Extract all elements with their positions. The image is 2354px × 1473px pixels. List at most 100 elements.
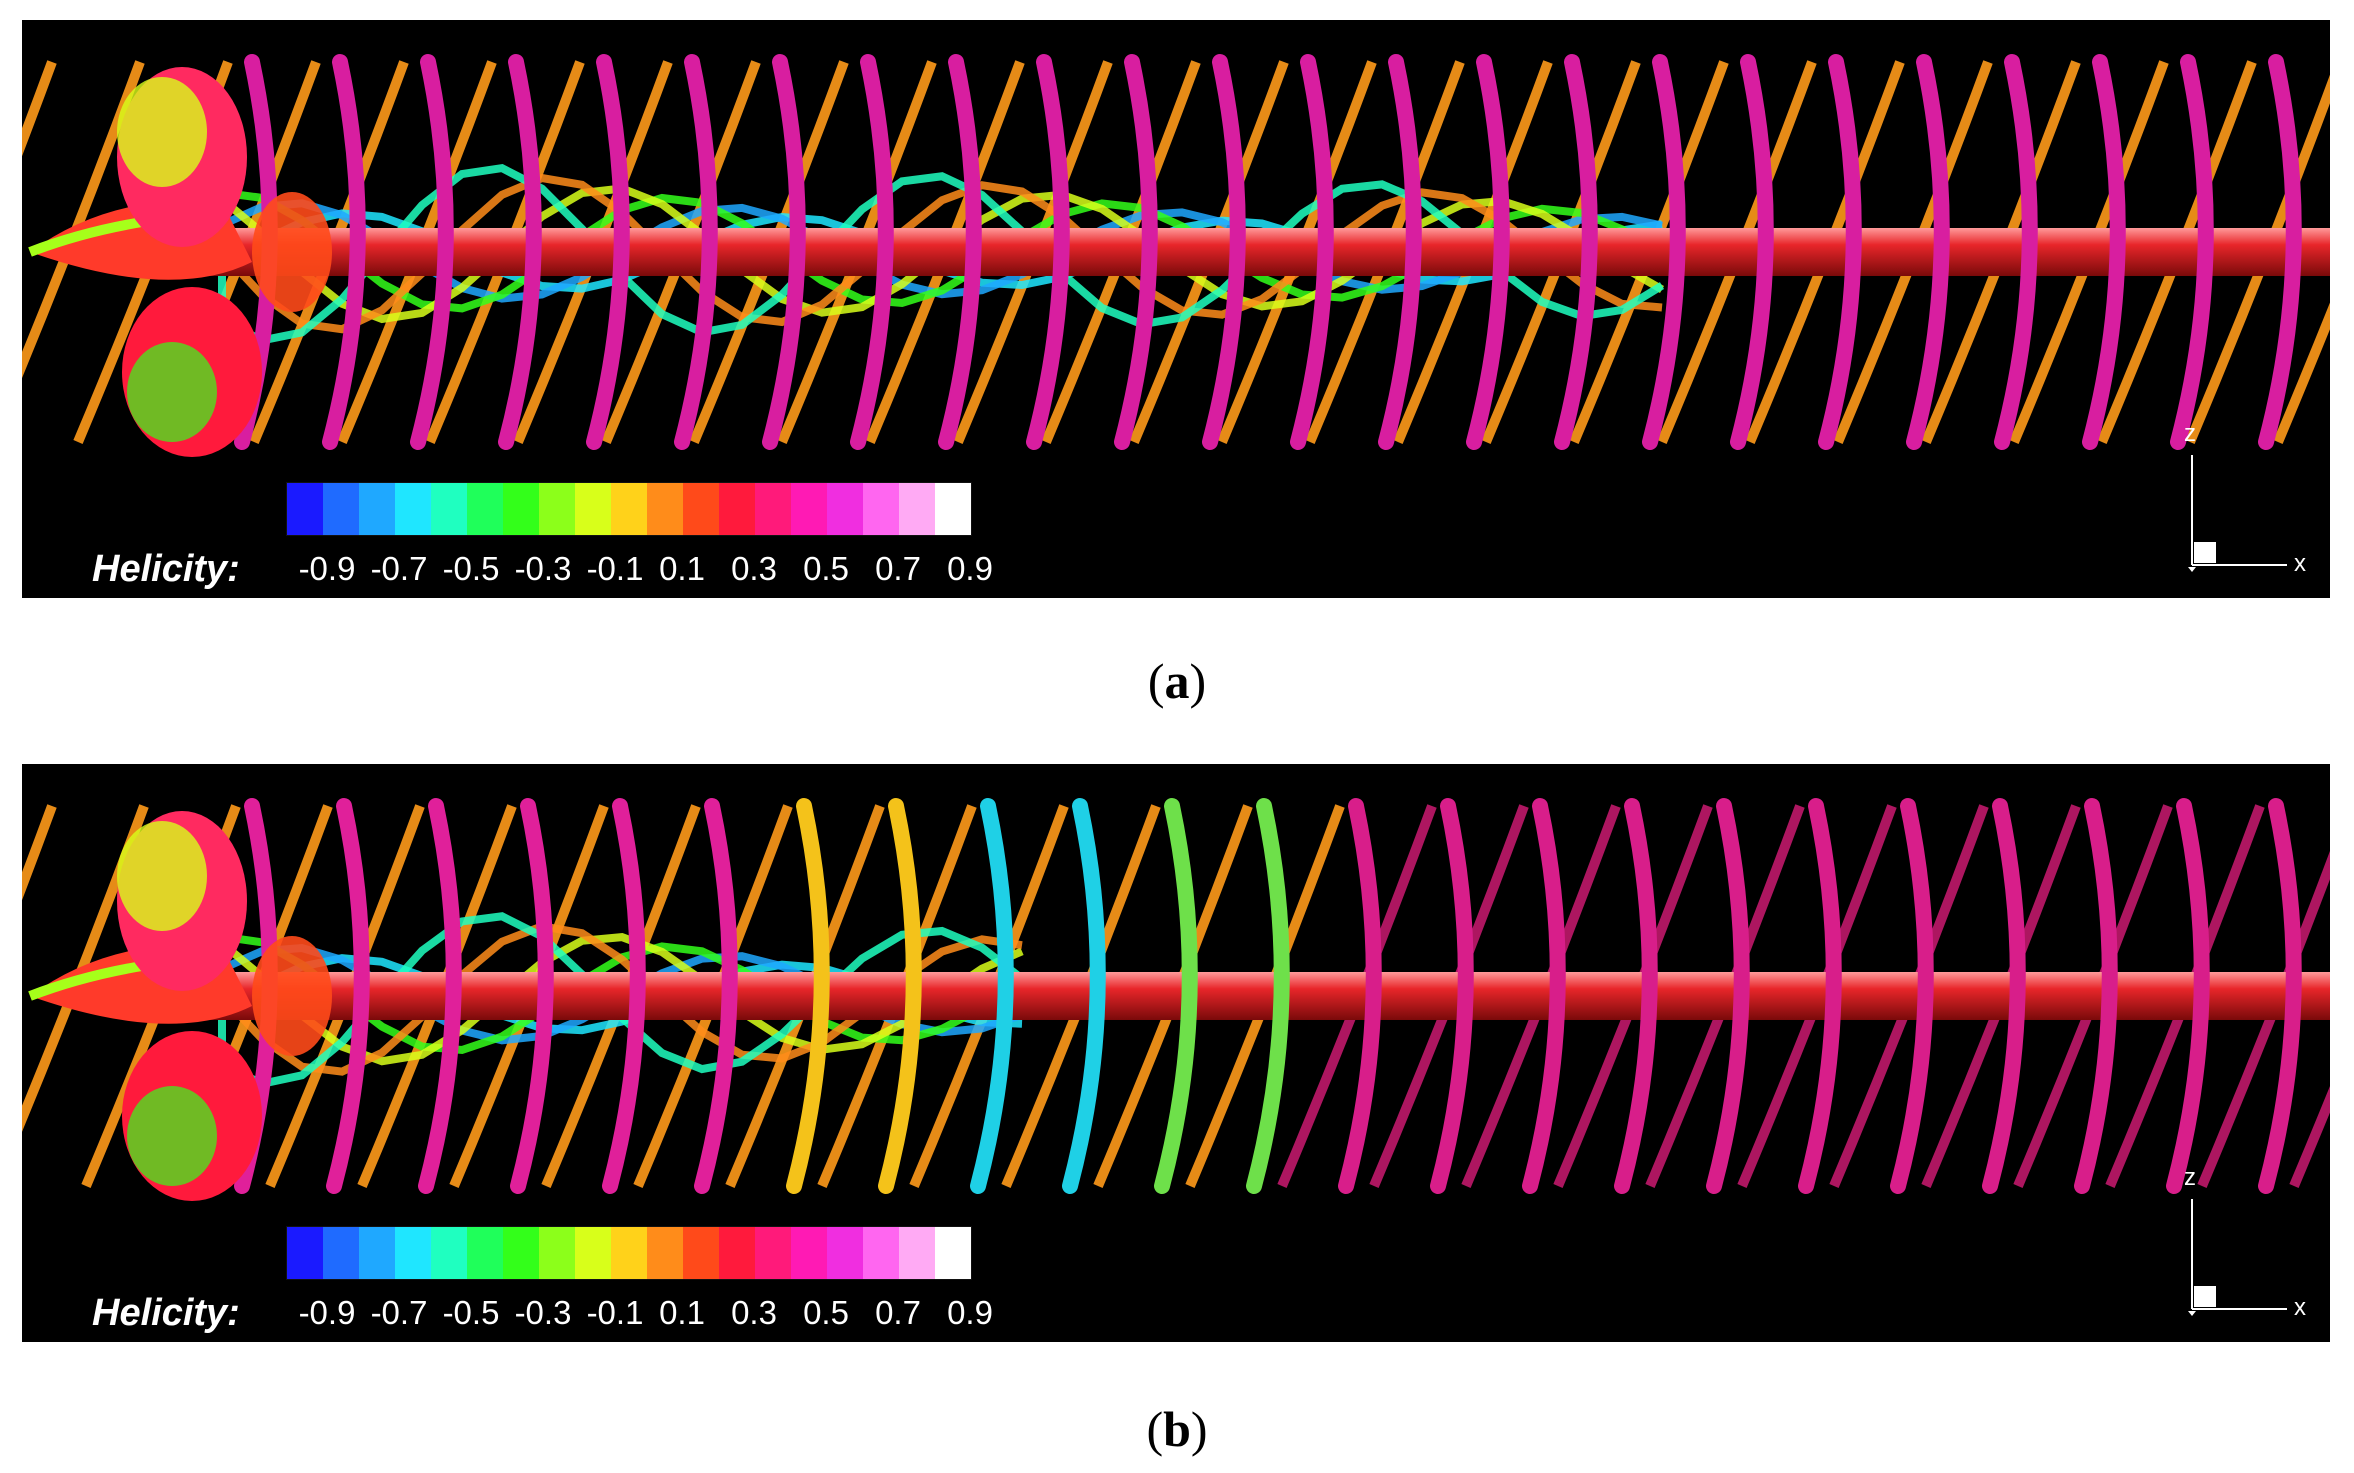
helix-front-segment (674, 54, 718, 450)
legend-tick: -0.1 (586, 550, 644, 587)
colorbar-swatch (647, 483, 683, 535)
colorbar-swatch (935, 1227, 971, 1279)
axes-triad-a: z x (2152, 420, 2322, 580)
helix-front-segment (1062, 798, 1106, 1194)
caption-paren: ( (1147, 653, 1165, 709)
helicity-legend-ticks-a: -0.9 -0.7 -0.5 -0.3 -0.1 0.1 0.3 0.5 0.7… (272, 550, 1012, 590)
legend-tick: 0.5 (803, 550, 849, 587)
colorbar-swatch (719, 1227, 755, 1279)
colorbar-swatch (863, 483, 899, 535)
helix-front-segment (1730, 54, 1774, 450)
helix-back-segment (22, 60, 57, 157)
helix-front-segment (1246, 798, 1290, 1194)
colorbar-swatch (575, 483, 611, 535)
propeller-blade-side (252, 936, 332, 1056)
helix-front-segment (2258, 798, 2302, 1194)
helix-front-segment (1554, 54, 1598, 450)
legend-tick: 0.1 (659, 1294, 705, 1331)
colorbar-swatch (359, 1227, 395, 1279)
axes-triad-b: z x (2152, 1164, 2322, 1324)
legend-tick: 0.7 (875, 550, 921, 587)
caption-paren: ) (1189, 653, 1207, 709)
hub-vortex-tube (202, 972, 2330, 1020)
helix-front-segment (970, 798, 1014, 1194)
helicity-legend-title-b: Helicity: (92, 1292, 240, 1334)
helix-front-segment (850, 54, 894, 450)
colorbar-swatch (323, 1227, 359, 1279)
axes-triad-icon (2188, 455, 2287, 572)
legend-tick: -0.7 (370, 550, 428, 587)
colorbar-swatch (935, 483, 971, 535)
helix-front-segment (1114, 54, 1158, 450)
colorbar-swatch (791, 1227, 827, 1279)
hub-vortex-tube (202, 228, 2330, 276)
colorbar-swatch (323, 483, 359, 535)
helix-front-segment (1154, 798, 1198, 1194)
legend-tick: -0.7 (370, 1294, 428, 1331)
hub-cone-highlight (28, 217, 143, 257)
colorbar-swatch (611, 1227, 647, 1279)
blade-highlight-upper (117, 821, 207, 931)
helix-front-segment (586, 54, 630, 450)
helix-front-segment (1202, 54, 1246, 450)
colorbar-swatch (899, 1227, 935, 1279)
helix-front-segment (1614, 798, 1658, 1194)
helix-front-segment (1522, 798, 1566, 1194)
blade-highlight-lower (127, 1086, 217, 1186)
legend-tick: 0.1 (659, 550, 705, 587)
blade-highlight-upper (117, 77, 207, 187)
caption-a: (a) (0, 652, 2354, 710)
colorbar-swatch (467, 483, 503, 535)
colorbar-swatch (287, 483, 323, 535)
legend-tick: -0.9 (298, 1294, 356, 1331)
helix-front-segment (1466, 54, 1510, 450)
colorbar-swatch (395, 483, 431, 535)
colorbar-swatch (647, 1227, 683, 1279)
colorbar-swatch (863, 1227, 899, 1279)
helix-front-segment (1378, 54, 1422, 450)
helix-front-segment (1994, 54, 2038, 450)
legend-tick: -0.3 (514, 550, 572, 587)
colorbar-swatch (359, 483, 395, 535)
axis-label-z: z (2184, 1164, 2196, 1191)
propeller-blade-side (252, 192, 332, 312)
colorbar-swatch (539, 483, 575, 535)
colorbar-swatch (827, 483, 863, 535)
legend-tick: -0.5 (442, 1294, 500, 1331)
helix-front-segment (1290, 54, 1334, 450)
caption-label: b (1163, 1401, 1191, 1457)
helix-front-segment (1026, 54, 1070, 450)
colorbar-swatch (431, 1227, 467, 1279)
helix-front-segment (2166, 798, 2210, 1194)
helix-front-segment (2170, 54, 2214, 450)
helix-front-segment (2082, 54, 2126, 450)
caption-paren: ( (1146, 1401, 1164, 1457)
helicity-colorbar-a (286, 482, 972, 536)
helix-front-segment (2258, 54, 2302, 450)
helix-front-segment (418, 798, 462, 1194)
colorbar-swatch (503, 1227, 539, 1279)
vortex-scene-b (22, 798, 2330, 1201)
colorbar-swatch (683, 483, 719, 535)
colorbar-swatch (467, 1227, 503, 1279)
legend-tick: 0.3 (731, 1294, 777, 1331)
vortex-scene-a (22, 54, 2330, 457)
helix-front-segment (1642, 54, 1686, 450)
helix-front-segment (1818, 54, 1862, 450)
legend-tick: -0.5 (442, 550, 500, 587)
axes-triad-icon (2188, 1199, 2287, 1316)
helix-back-segment (2289, 1086, 2330, 1188)
helix-front-segment (1430, 798, 1474, 1194)
helix-front-segment (1798, 798, 1842, 1194)
colorbar-swatch (431, 483, 467, 535)
helix-front-segment (498, 54, 542, 450)
legend-tick: -0.1 (586, 1294, 644, 1331)
axis-label-x: x (2294, 550, 2306, 577)
axis-label-x: x (2294, 1294, 2306, 1321)
blade-highlight-lower (127, 342, 217, 442)
legend-tick: 0.3 (731, 550, 777, 587)
colorbar-swatch (683, 1227, 719, 1279)
caption-b: (b) (0, 1400, 2354, 1458)
helix-back-segment (22, 804, 57, 901)
helix-front-segment (410, 54, 454, 450)
